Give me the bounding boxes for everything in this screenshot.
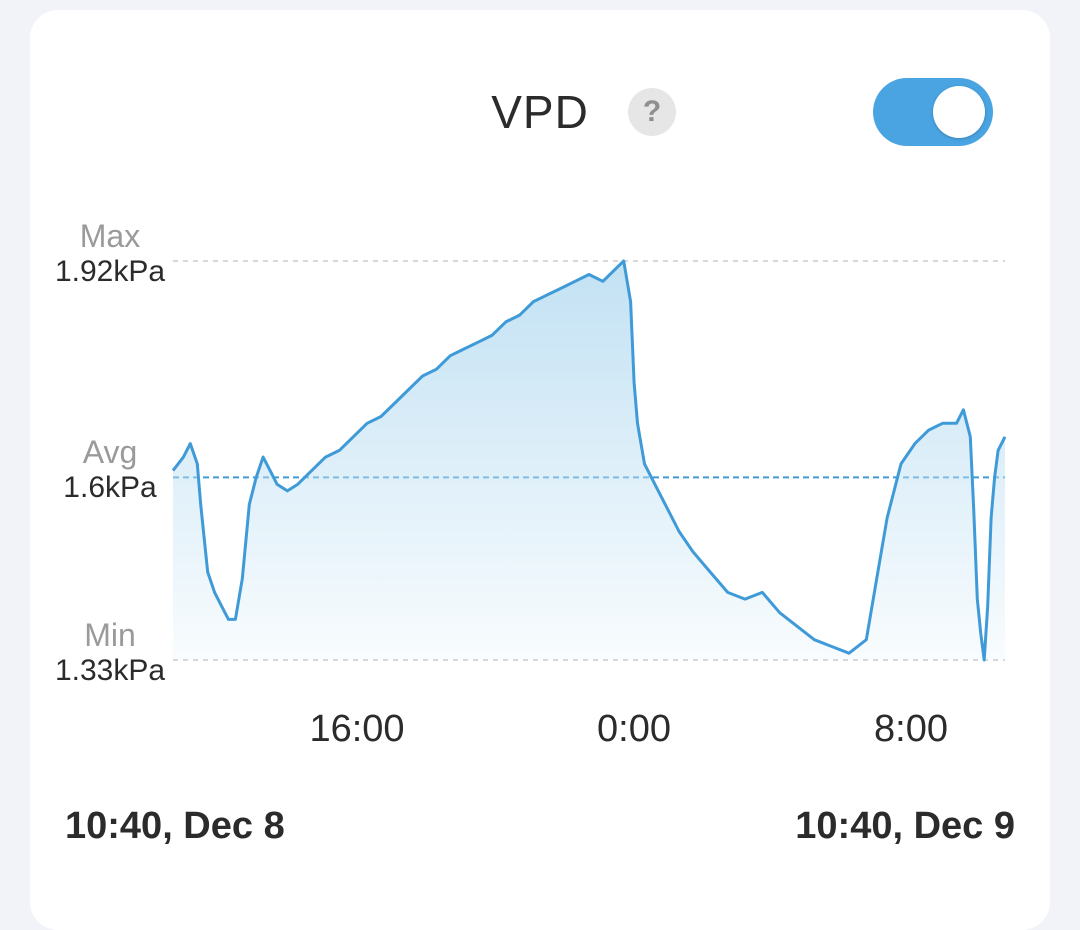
min-value: 1.33kPa [54, 654, 166, 687]
series-line [171, 259, 1007, 662]
max-value: 1.92kPa [54, 255, 166, 288]
chart-title: VPD [491, 86, 589, 138]
x-tick-16: 16:00 [309, 708, 405, 750]
x-tick-8: 8:00 [874, 708, 948, 750]
help-icon[interactable]: ? [628, 88, 676, 136]
series-area [173, 261, 1005, 660]
min-reference-label: Min 1.33kPa [45, 617, 175, 688]
range-end: 10:40, Dec 9 [795, 805, 1015, 847]
toggle-knob [933, 86, 985, 138]
vpd-toggle[interactable] [873, 78, 993, 146]
range-start: 10:40, Dec 8 [65, 805, 285, 847]
avg-value: 1.6kPa [63, 471, 157, 504]
min-caption: Min [84, 617, 136, 653]
avg-caption: Avg [82, 434, 138, 470]
max-reference-label: Max 1.92kPa [45, 218, 175, 289]
x-tick-0: 0:00 [597, 708, 671, 750]
max-caption: Max [79, 218, 141, 254]
vpd-chart [171, 259, 1007, 662]
avg-reference-label: Avg 1.6kPa [45, 434, 175, 505]
